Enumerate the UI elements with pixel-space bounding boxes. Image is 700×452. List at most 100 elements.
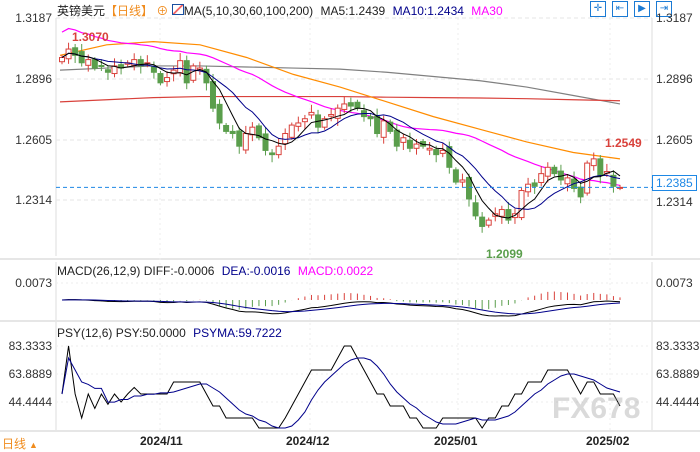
price-tick: 1.2896 (15, 72, 52, 86)
ma10-value: MA10:1.2434 (392, 4, 464, 18)
price-tick-right: 1.2314 (656, 195, 693, 209)
x-tick: 2024/11 (140, 434, 183, 448)
candle-body (295, 122, 302, 127)
price-tick-right: 1.2605 (656, 133, 693, 147)
candle-body (59, 56, 65, 63)
candle-body (78, 51, 85, 64)
ma30-value: MA30 (471, 4, 503, 18)
ma-chart-icon[interactable] (171, 4, 184, 15)
candle-body (183, 60, 190, 84)
candle-body (288, 124, 295, 138)
price-tick: 1.3187 (15, 11, 52, 25)
candle-body (301, 118, 308, 123)
psy-tick-right: 63.8889 (656, 367, 700, 381)
candle-body (242, 133, 249, 151)
candle-body (367, 116, 374, 120)
x-tick: 2025/01 (434, 434, 478, 448)
add-indicator-icon[interactable]: ⊕ (156, 4, 169, 18)
candle-body (85, 59, 92, 66)
candle-body (452, 169, 459, 183)
period-selector[interactable]: 【日线】 (105, 4, 154, 18)
candle-body (308, 111, 315, 116)
x-tick: 2025/02 (586, 434, 630, 448)
chart-header: 英镑美元【日线】 ⊕ MA(5,10,30,60,100,200) MA5:1.… (57, 2, 503, 19)
candle-body (150, 66, 157, 73)
candle-body (479, 216, 486, 227)
price-tick: 1.2605 (15, 133, 52, 147)
candle-body (98, 65, 105, 68)
candle-body (282, 133, 289, 145)
macd-header: MACD(26,12,9) DIFF:-0.0006 DEA:-0.0016 M… (57, 264, 374, 278)
candle-body (275, 145, 282, 156)
candle-body (413, 143, 420, 149)
candle-body (341, 103, 348, 110)
ma60-line (59, 41, 621, 160)
period-switch-button[interactable]: 日线 ▲ (2, 437, 38, 451)
candle-body (518, 190, 525, 219)
candle-body (466, 176, 473, 200)
candle-body (400, 137, 407, 143)
ma5-line (61, 52, 621, 219)
candle-body (137, 59, 144, 67)
candle-body (164, 77, 171, 83)
dea-line (61, 299, 621, 315)
candle-body (347, 102, 354, 107)
candle-body (255, 125, 262, 139)
candle-body (393, 129, 400, 147)
x-tick: 2024/12 (286, 434, 330, 448)
candle-body (564, 177, 571, 185)
candle-body (177, 60, 184, 74)
psy-tick: 83.3333 (8, 339, 52, 353)
candle-body (426, 147, 433, 151)
candle-body (236, 130, 243, 147)
fit-range-icon[interactable]: ⇤ (612, 1, 628, 17)
candle-body (459, 179, 466, 183)
candle-body (190, 65, 197, 81)
low-price-label: 1.2099 (486, 247, 523, 261)
triangle-up-icon: ▲ (29, 440, 38, 450)
candle-body (91, 59, 98, 69)
ma200-line (59, 95, 621, 103)
macd-tick: 0.0073 (15, 276, 52, 290)
psy-tick-right: 83.3333 (656, 339, 700, 353)
price-tick: 1.2314 (15, 193, 52, 207)
candle-body (439, 149, 446, 154)
candle-body (216, 103, 223, 124)
candle-body (577, 186, 584, 198)
candle-body (380, 120, 387, 138)
psy-line (61, 345, 621, 429)
candle-body (472, 202, 479, 217)
candle-body (354, 101, 361, 109)
diff-line (61, 299, 621, 317)
ma-label: MA(5,10,30,60,100,200) (183, 4, 314, 18)
symbol-name: 英镑美元 (57, 4, 106, 18)
candle-body (505, 209, 512, 221)
psy-tick: 44.4444 (8, 395, 52, 409)
candle-body (223, 124, 230, 132)
candle-body (597, 158, 604, 177)
candle-body (269, 152, 276, 156)
psy-header: PSY(12,6) PSY:50.0000 PSYMA:59.7222 (57, 326, 282, 340)
candle-body (525, 183, 532, 193)
candle-body (72, 47, 79, 56)
recent-high-label: 1.2549 (605, 136, 642, 150)
price-tick-right: 1.2896 (656, 72, 693, 86)
candle-body (209, 81, 216, 109)
crosshair-icon[interactable]: ✛ (590, 1, 606, 17)
candle-body (170, 69, 177, 75)
candle-body (104, 69, 111, 73)
candle-body (446, 146, 453, 168)
price-tick-right: 1.3187 (656, 11, 693, 25)
play-forward-icon[interactable]: ▶ (634, 1, 650, 17)
candle-body (328, 114, 335, 117)
candle-body (538, 173, 545, 184)
candle-body (544, 166, 551, 177)
candle-body (229, 130, 236, 135)
macd-tick-right: 0.0073 (656, 276, 693, 290)
candle-body (262, 133, 269, 151)
jump-end-icon[interactable]: ⇥ (656, 1, 672, 17)
candle-body (433, 149, 440, 156)
candle-body (157, 73, 164, 84)
ma10-line (61, 52, 621, 210)
